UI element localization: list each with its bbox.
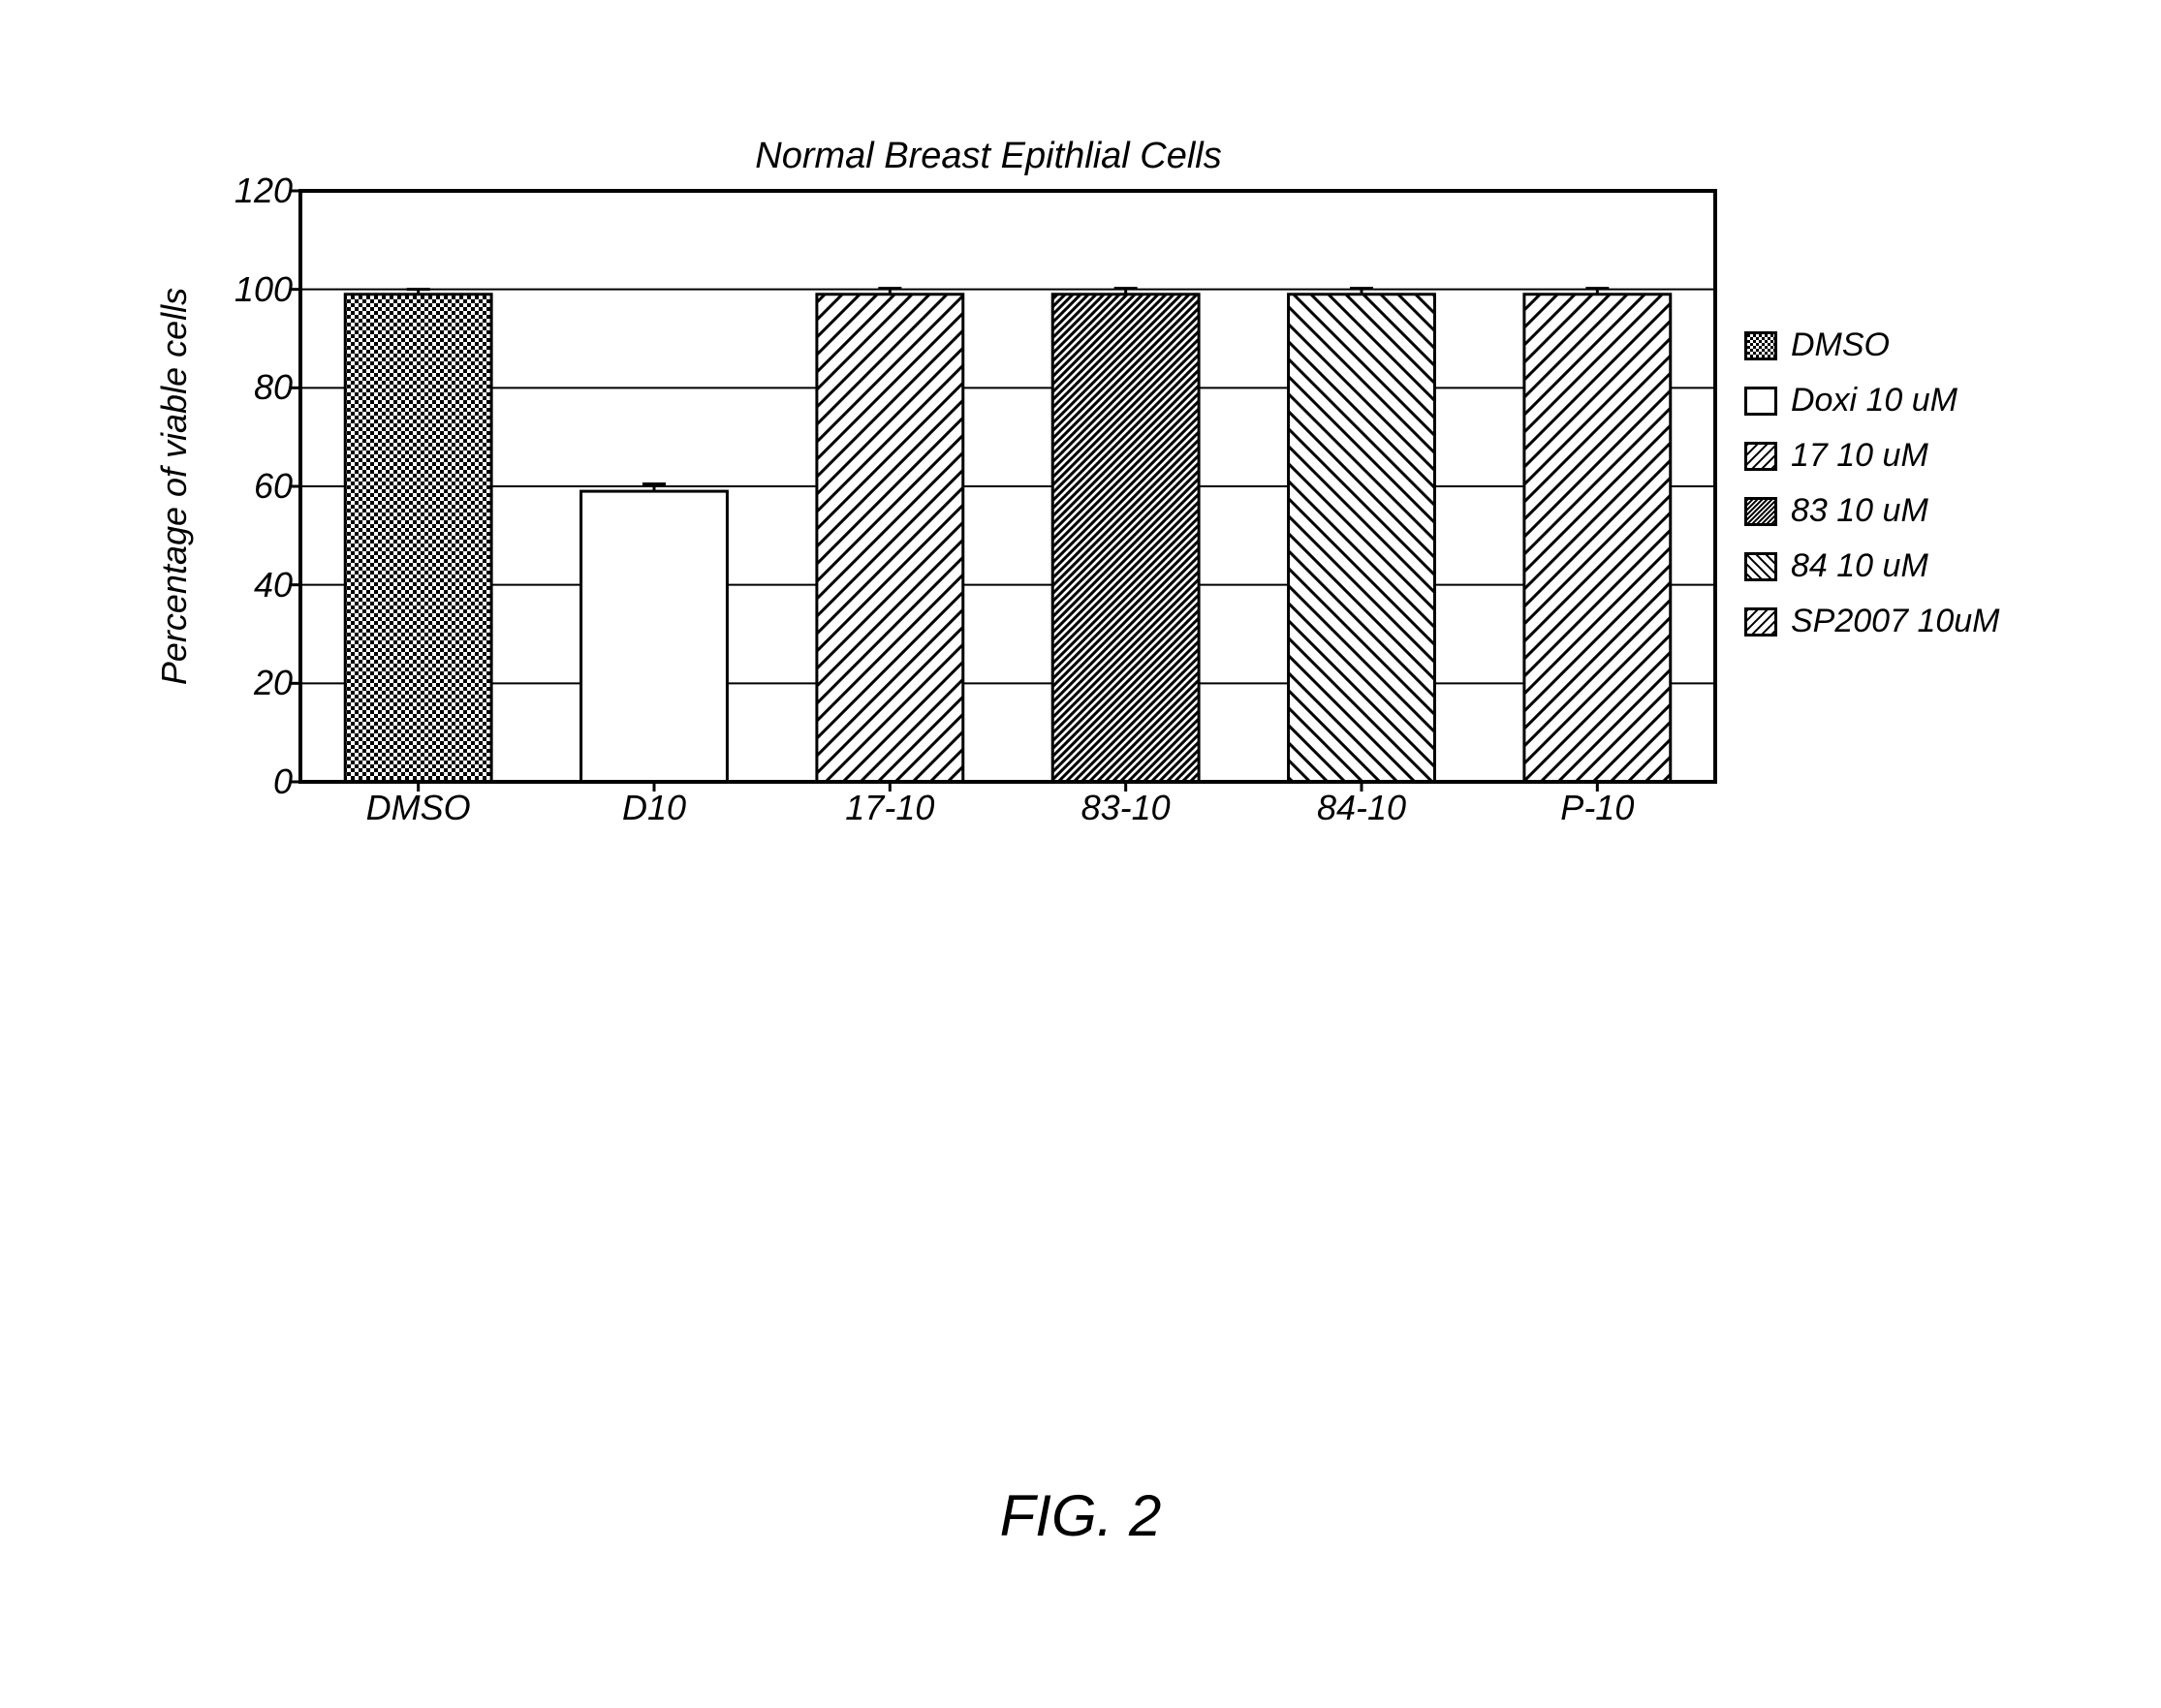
xaxis-tick-label: 17-10 — [845, 788, 934, 828]
plot-column: DMSOD1017-1083-1084-10P-10 — [300, 191, 1715, 824]
yaxis-tick-label: 0 — [273, 761, 293, 802]
legend-label: 17 10 uM — [1791, 437, 1928, 475]
legend-item: 84 10 uM — [1744, 547, 2000, 585]
chart-container: Normal Breast Epithlial Cells Percentage… — [174, 136, 2016, 824]
xaxis-tick-label: P-10 — [1560, 788, 1634, 828]
yaxis-tick-label: 80 — [254, 367, 293, 408]
plot-area — [300, 191, 1715, 782]
figure-page: Normal Breast Epithlial Cells Percentage… — [0, 0, 2161, 1708]
legend: DMSO Doxi 10 uM 17 10 uM 83 10 uM 84 10 uM SP… — [1744, 326, 2000, 658]
legend-label: SP2007 10uM — [1791, 603, 2000, 640]
yaxis-ticks: 020406080100120 — [233, 191, 300, 782]
legend-label: Doxi 10 uM — [1791, 382, 1957, 419]
legend-item: 17 10 uM — [1744, 437, 2000, 475]
xaxis-tick-label: DMSO — [366, 788, 471, 828]
plot-svg — [300, 191, 1715, 782]
figure-caption: FIG. 2 — [1000, 1482, 1162, 1549]
bar — [1524, 295, 1671, 782]
xaxis-tick-label: 83-10 — [1081, 788, 1171, 828]
chart-title: Normal Breast Epithlial Cells — [281, 136, 1696, 177]
legend-swatch — [1744, 387, 1777, 416]
legend-swatch — [1744, 331, 1777, 360]
legend-item: 83 10 uM — [1744, 492, 2000, 530]
legend-item: DMSO — [1744, 326, 2000, 364]
yaxis-tick-label: 120 — [235, 171, 293, 211]
legend-swatch — [1744, 442, 1777, 471]
yaxis-tick-label: 20 — [254, 663, 293, 703]
xaxis-ticks: DMSOD1017-1083-1084-10P-10 — [300, 782, 1715, 824]
legend-label: DMSO — [1791, 326, 1890, 364]
bar — [1052, 295, 1199, 782]
legend-label: 83 10 uM — [1791, 492, 1928, 530]
legend-swatch — [1744, 607, 1777, 637]
bar — [581, 491, 728, 782]
bar — [345, 295, 491, 782]
yaxis-label: Percentage of viable cells — [154, 288, 195, 685]
chart-row: Percentage of viable cells 0 20 40 60 80 100 1… — [174, 191, 2016, 824]
legend-item: Doxi 10 uM — [1744, 382, 2000, 419]
yaxis-tick-label: 60 — [254, 466, 293, 507]
yaxis-label-wrap: Percentage of viable cells — [174, 191, 233, 782]
yaxis-tick-label: 40 — [254, 565, 293, 606]
xaxis-tick-label: 84-10 — [1317, 788, 1406, 828]
bar — [817, 295, 963, 782]
legend-swatch — [1744, 497, 1777, 526]
legend-label: 84 10 uM — [1791, 547, 1928, 585]
xaxis-tick-label: D10 — [622, 788, 686, 828]
legend-item: SP2007 10uM — [1744, 603, 2000, 640]
legend-swatch — [1744, 552, 1777, 581]
bar — [1289, 295, 1435, 782]
yaxis-tick-label: 100 — [235, 269, 293, 310]
